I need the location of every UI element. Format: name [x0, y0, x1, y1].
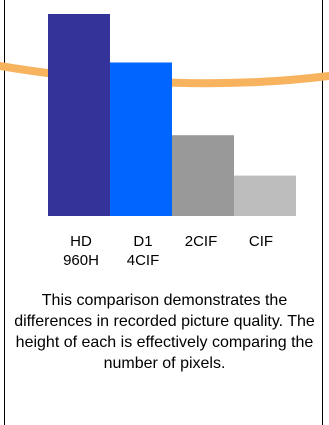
bar-1	[110, 62, 172, 217]
bar-label-3: CIF	[248, 233, 274, 250]
bar-label-0: HD 960H	[63, 233, 99, 269]
caption-text: This comparison demonstrates the differe…	[14, 292, 315, 372]
bar-label-2: 2CIF	[184, 233, 218, 250]
bar-2	[172, 135, 234, 216]
bar-0	[48, 14, 110, 216]
bar-3	[234, 175, 296, 216]
bar-label-1: D1 4CIF	[126, 233, 160, 269]
